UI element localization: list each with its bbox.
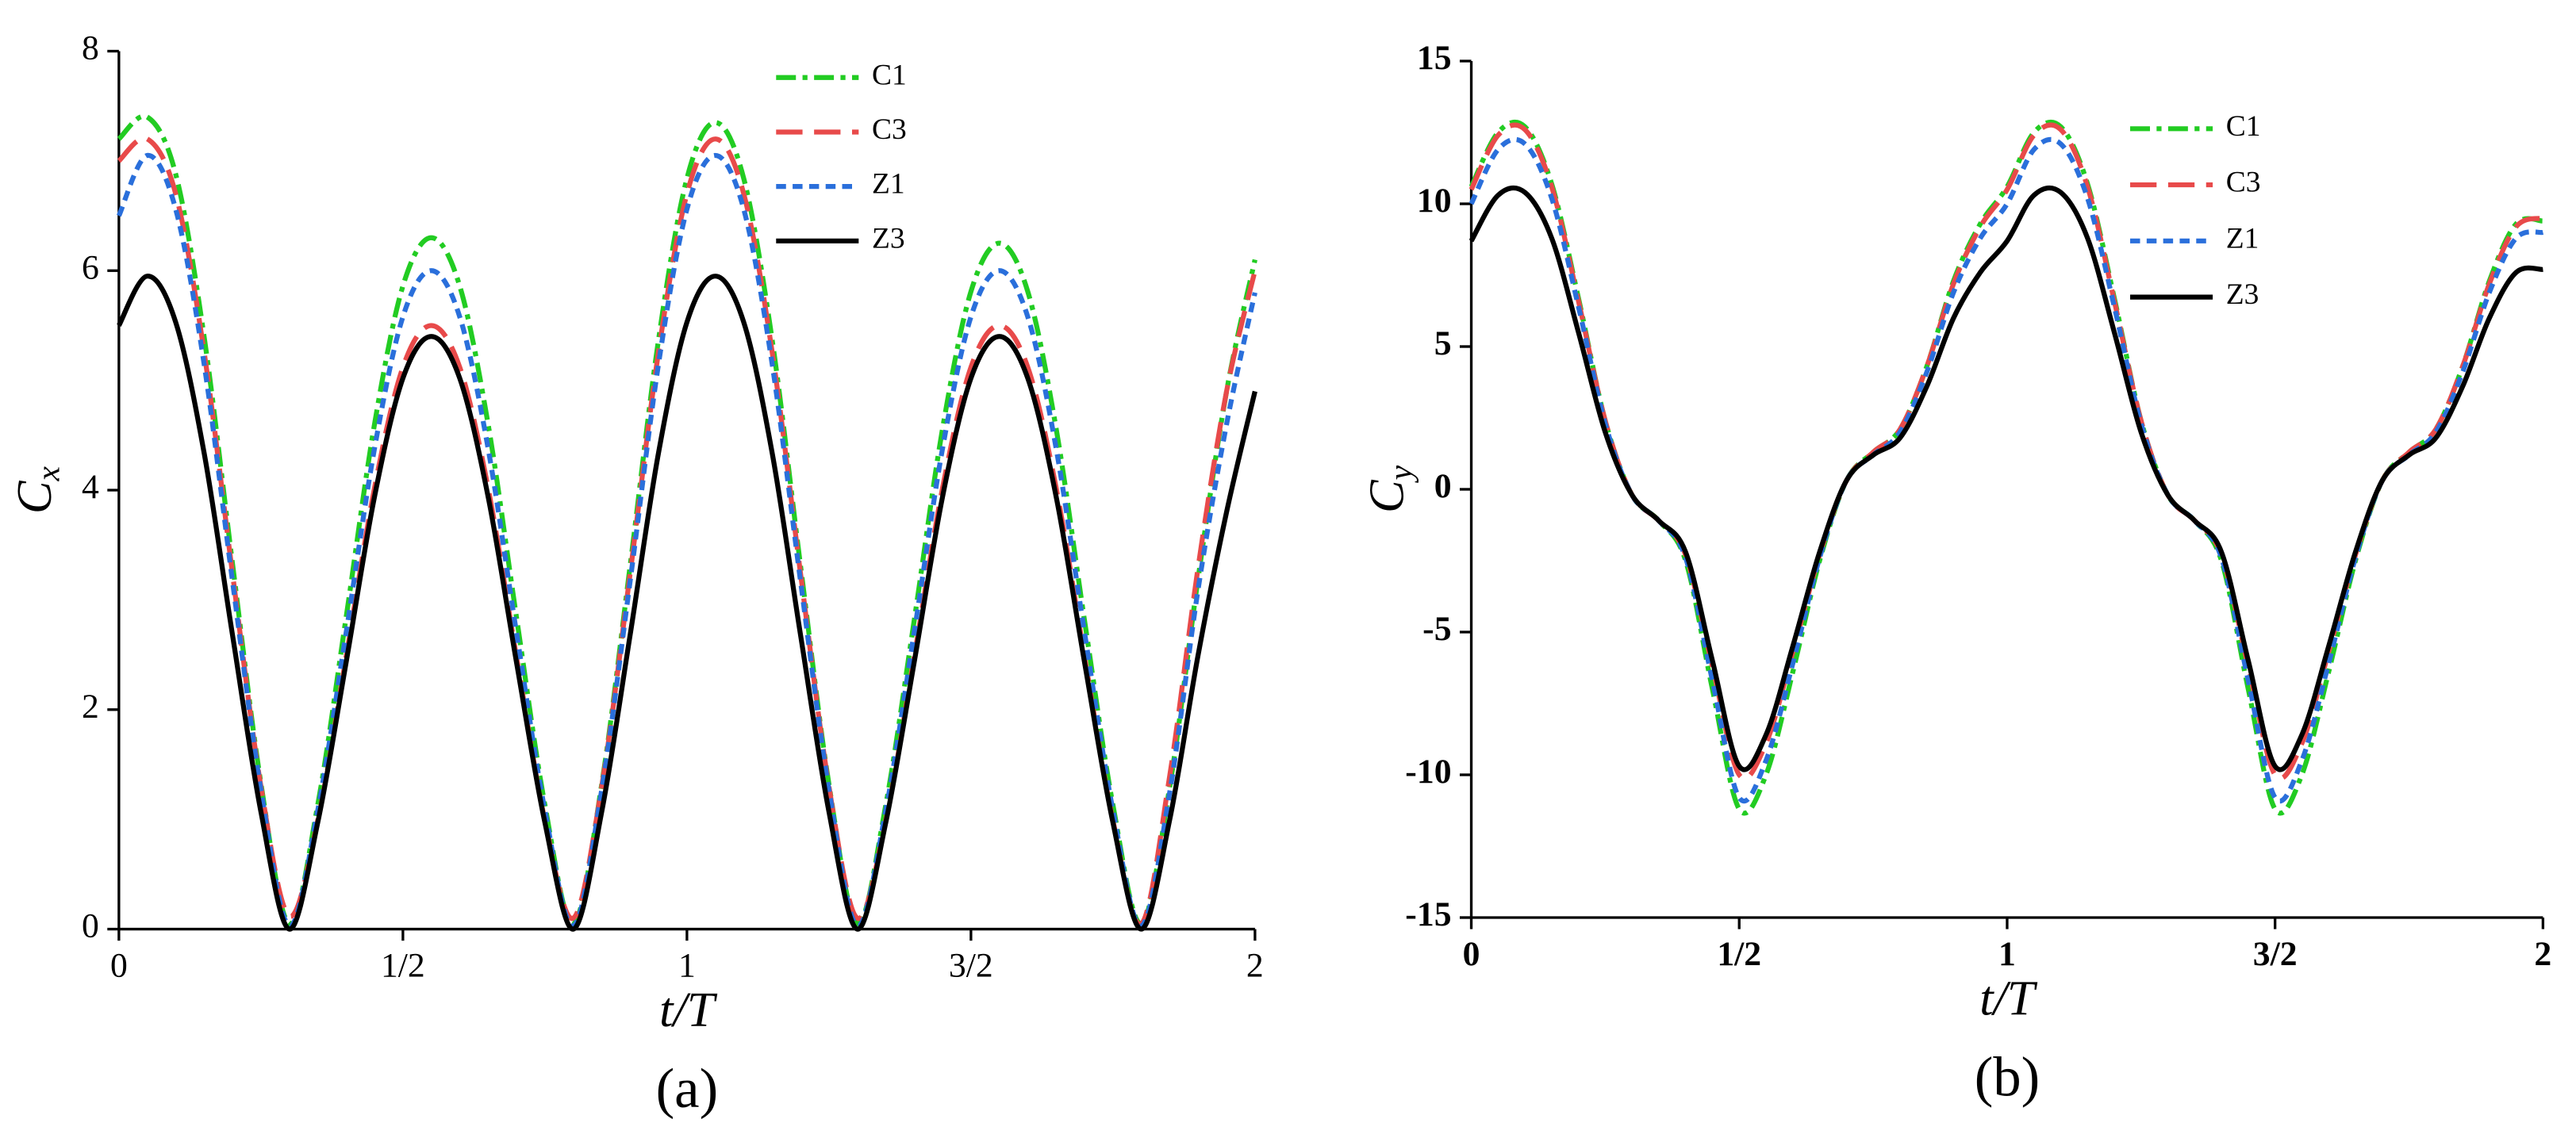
y-tick-label: 10 <box>1417 182 1452 220</box>
data-line <box>1468 119 2543 816</box>
y-axis-label-base: C <box>1359 479 1415 513</box>
x-tick-label: 0 <box>1463 935 1480 973</box>
legend-label: Z3 <box>872 222 905 255</box>
y-axis-label-sub: y <box>1383 465 1419 483</box>
y-tick-label: 4 <box>82 468 99 506</box>
x-tick-label: 1/2 <box>1717 935 1761 973</box>
legend-label: Z1 <box>872 168 905 201</box>
y-axis-label-sub: x <box>30 466 67 481</box>
chart-panel: -15 -10 -5 0 5 10 15 0 1/2 1 3/2 2 C1 C3 Z1 Z3 Cy t/T (b) <box>1359 39 2551 1108</box>
data-line <box>117 136 1257 927</box>
y-tick-label: -5 <box>1422 610 1451 648</box>
x-tick-label: 1 <box>678 947 696 985</box>
y-tick-label: 5 <box>1434 324 1452 362</box>
data-line <box>117 113 1257 926</box>
y-tick-label: -15 <box>1405 895 1451 933</box>
legend-label: C3 <box>2226 167 2261 199</box>
data-line <box>116 152 1257 929</box>
legend-label: C1 <box>2226 110 2261 143</box>
y-axis-label-base: C <box>6 480 62 514</box>
legend-label: Z1 <box>2226 222 2259 255</box>
legend-label: C1 <box>872 59 907 91</box>
legend-label: Z3 <box>2226 278 2259 311</box>
data-line <box>1468 122 2544 781</box>
caption: (b) <box>1975 1046 2040 1108</box>
y-tick-label: 8 <box>82 29 99 67</box>
x-tick-label: 0 <box>110 947 128 985</box>
y-axis-label: Cx <box>6 466 67 514</box>
y-tick-label: 2 <box>82 688 99 726</box>
x-tick-label: 1/2 <box>381 947 425 985</box>
y-axis-label: Cy <box>1359 465 1419 513</box>
y-tick-label: -10 <box>1405 753 1451 791</box>
y-tick-label: 0 <box>1434 467 1452 505</box>
x-axis-label: t/T <box>1979 971 2038 1026</box>
legend-label: C3 <box>872 113 907 146</box>
x-tick-label: 2 <box>2534 935 2551 973</box>
data-line <box>1468 185 2543 772</box>
data-line <box>117 274 1257 932</box>
x-axis-label: t/T <box>659 982 718 1037</box>
chart-panel: 0 2 4 6 8 0 1/2 1 3/2 2 C1 C3 Z1 Z3 Cx t/T (a) <box>6 29 1264 1120</box>
x-tick-label: 3/2 <box>2253 935 2298 973</box>
y-tick-label: 0 <box>82 907 99 945</box>
y-tick-label: 15 <box>1417 39 1452 77</box>
x-tick-label: 1 <box>1998 935 2016 973</box>
y-tick-label: 6 <box>82 248 99 286</box>
caption: (a) <box>656 1058 719 1120</box>
x-tick-label: 3/2 <box>949 947 993 985</box>
x-tick-label: 2 <box>1246 947 1264 985</box>
